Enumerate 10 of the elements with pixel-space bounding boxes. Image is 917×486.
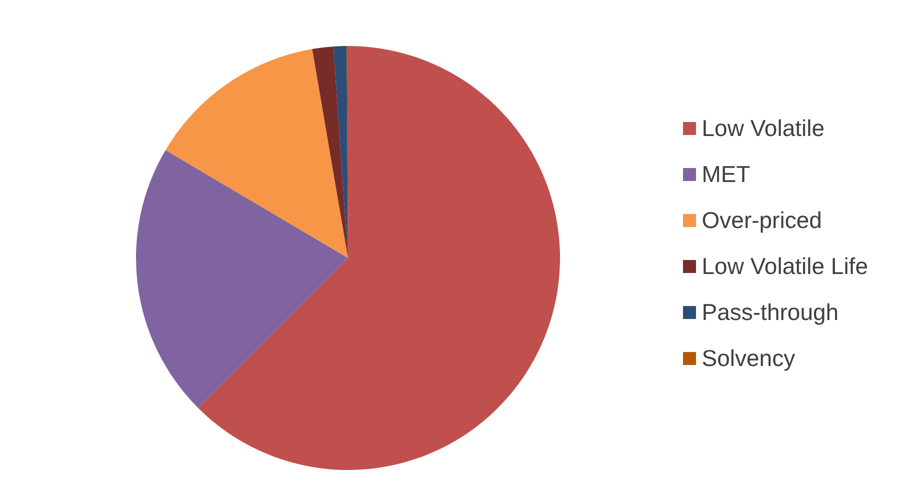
pie-slice [312,46,348,258]
legend-label: Solvency [702,344,796,372]
legend-label: Low Volatile [702,114,825,142]
legend-label: Over-priced [702,206,822,234]
pie-slice [136,150,348,408]
legend-label: MET [702,160,750,188]
pie-slice [166,49,348,258]
pie-slice [198,46,560,470]
legend-label: Pass-through [702,298,839,326]
legend-label: Low Volatile Life [702,252,868,280]
